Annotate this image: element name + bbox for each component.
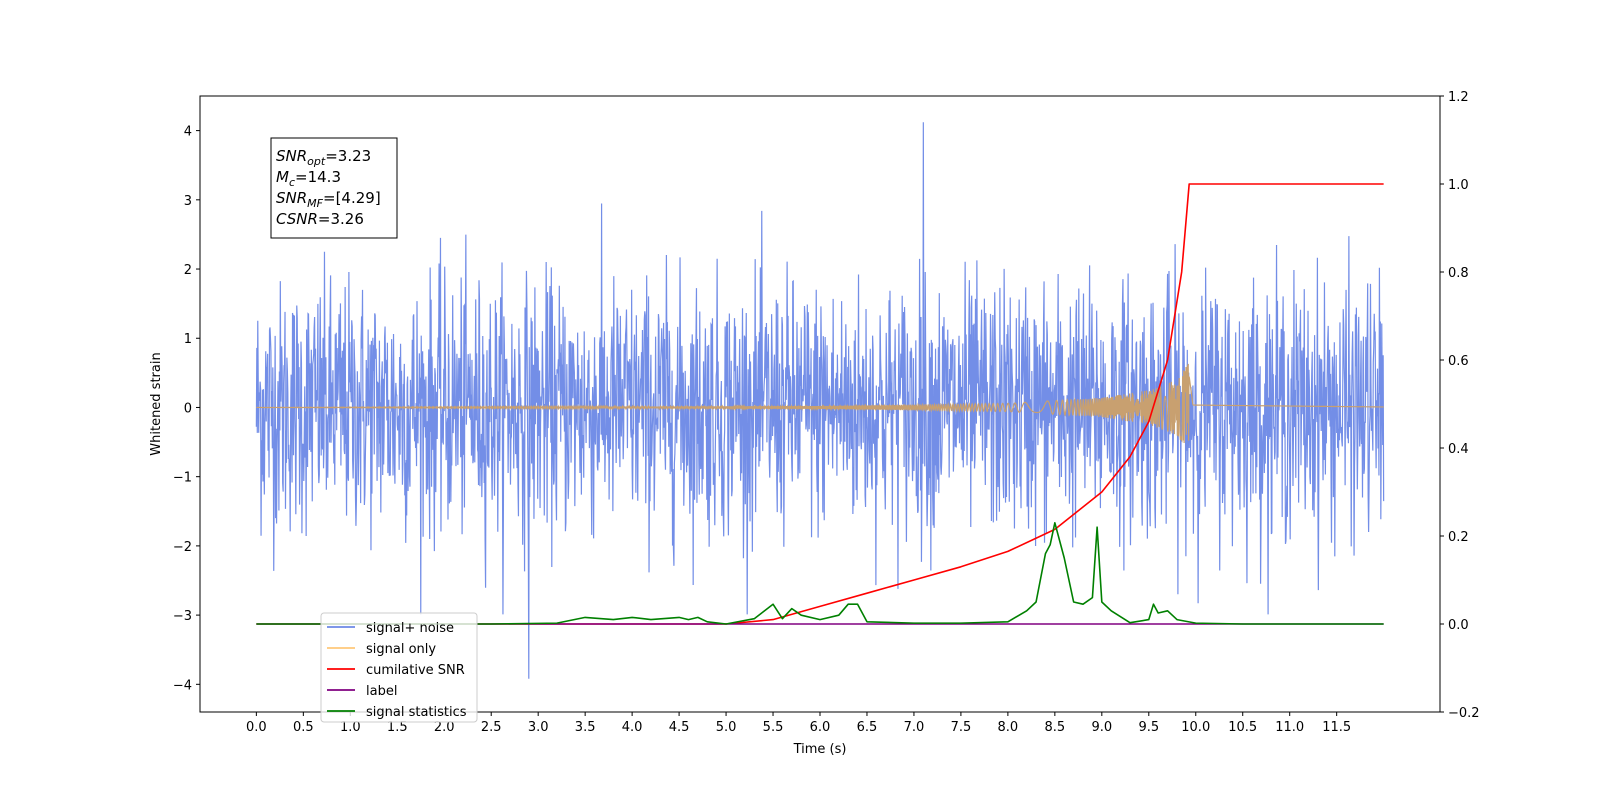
annotation-frame bbox=[270, 137, 398, 239]
x-tick-label: 3.5 bbox=[575, 720, 596, 735]
x-tick-label: 2.0 bbox=[434, 720, 455, 735]
x-tick-label: 2.5 bbox=[481, 720, 502, 735]
legend-frame bbox=[320, 612, 478, 723]
x-tick-label: 7.5 bbox=[951, 720, 972, 735]
legend-label: signal+ noise bbox=[366, 621, 454, 636]
legend-label: cumilative SNR bbox=[366, 663, 465, 678]
annotation-line: Mc=14.3 bbox=[276, 168, 341, 189]
x-tick-label: 0.0 bbox=[246, 720, 267, 735]
y-tick-label: −3 bbox=[173, 609, 192, 624]
x-tick-label: 5.5 bbox=[763, 720, 784, 735]
y-right-tick-label: 0.6 bbox=[1448, 354, 1469, 369]
y-right-tick-label: 1.2 bbox=[1448, 90, 1469, 105]
legend-label: label bbox=[366, 684, 397, 699]
x-tick-label: 11.0 bbox=[1275, 720, 1304, 735]
y-tick-label: −1 bbox=[173, 471, 192, 486]
y-tick-label: 3 bbox=[184, 194, 192, 209]
x-tick-label: 10.0 bbox=[1181, 720, 1210, 735]
y-right-tick-label: 0.8 bbox=[1448, 266, 1469, 281]
legend: signal+ noise signal only cumilative SNR la… bbox=[320, 612, 478, 723]
x-tick-label: 1.0 bbox=[340, 720, 361, 735]
y-axis-label: Whitened strain bbox=[149, 352, 164, 455]
annotation-line: CSNR=3.26 bbox=[276, 210, 364, 228]
annotation-line: SNRMF=[4.29] bbox=[276, 189, 381, 210]
x-axis-label: Time (s) bbox=[793, 742, 847, 757]
x-tick-label: 5.0 bbox=[716, 720, 737, 735]
y-right-tick-label: −0.2 bbox=[1448, 706, 1480, 721]
x-tick-label: 8.5 bbox=[1045, 720, 1066, 735]
y-tick-label: −2 bbox=[173, 540, 192, 555]
y-right-tick-label: 0.4 bbox=[1448, 442, 1469, 457]
y-tick-label: −4 bbox=[173, 678, 192, 693]
x-tick-label: 9.5 bbox=[1138, 720, 1159, 735]
x-tick-label: 6.0 bbox=[810, 720, 831, 735]
x-tick-label: 4.0 bbox=[622, 720, 643, 735]
y-right-tick-label: 1.0 bbox=[1448, 178, 1469, 193]
series-signal-statistics-line bbox=[256, 522, 1384, 625]
x-tick-label: 7.0 bbox=[904, 720, 925, 735]
annotation-line: SNRopt=3.23 bbox=[276, 147, 371, 168]
x-tick-label: 9.0 bbox=[1091, 720, 1112, 735]
x-tick-label: 1.5 bbox=[387, 720, 408, 735]
x-tick-label: 0.5 bbox=[293, 720, 314, 735]
y-axis-right: 1.2 1.0 0.8 0.6 0.4 0.2 0.0 −0.2 bbox=[1440, 90, 1480, 721]
x-axis: 0.0 0.5 1.0 1.5 2.0 2.5 3.0 3.5 4.0 4.5 5.0 5.5 6.0 6… bbox=[246, 712, 1351, 735]
y-tick-label: 0 bbox=[184, 401, 192, 416]
x-tick-label: 6.5 bbox=[857, 720, 878, 735]
series-signal-noise-line bbox=[255, 122, 1385, 679]
y-tick-label: 4 bbox=[184, 125, 192, 140]
x-tick-label: 3.0 bbox=[528, 720, 549, 735]
series-cumilative-snr-line bbox=[256, 183, 1384, 625]
x-tick-label: 8.0 bbox=[998, 720, 1019, 735]
legend-label: signal statistics bbox=[366, 705, 467, 720]
y-axis-left: 4 3 2 1 0 −1 −2 −3 −4 bbox=[173, 125, 200, 693]
x-tick-label: 10.5 bbox=[1228, 720, 1257, 735]
y-tick-label: 2 bbox=[184, 263, 192, 278]
y-right-tick-label: 0.2 bbox=[1448, 530, 1469, 545]
legend-label: signal only bbox=[366, 642, 436, 657]
x-tick-label: 4.5 bbox=[669, 720, 690, 735]
y-tick-label: 1 bbox=[184, 332, 192, 347]
y-right-tick-label: 0.0 bbox=[1448, 618, 1469, 633]
series-signal-only-line bbox=[256, 363, 1384, 443]
x-tick-label: 11.5 bbox=[1322, 720, 1351, 735]
